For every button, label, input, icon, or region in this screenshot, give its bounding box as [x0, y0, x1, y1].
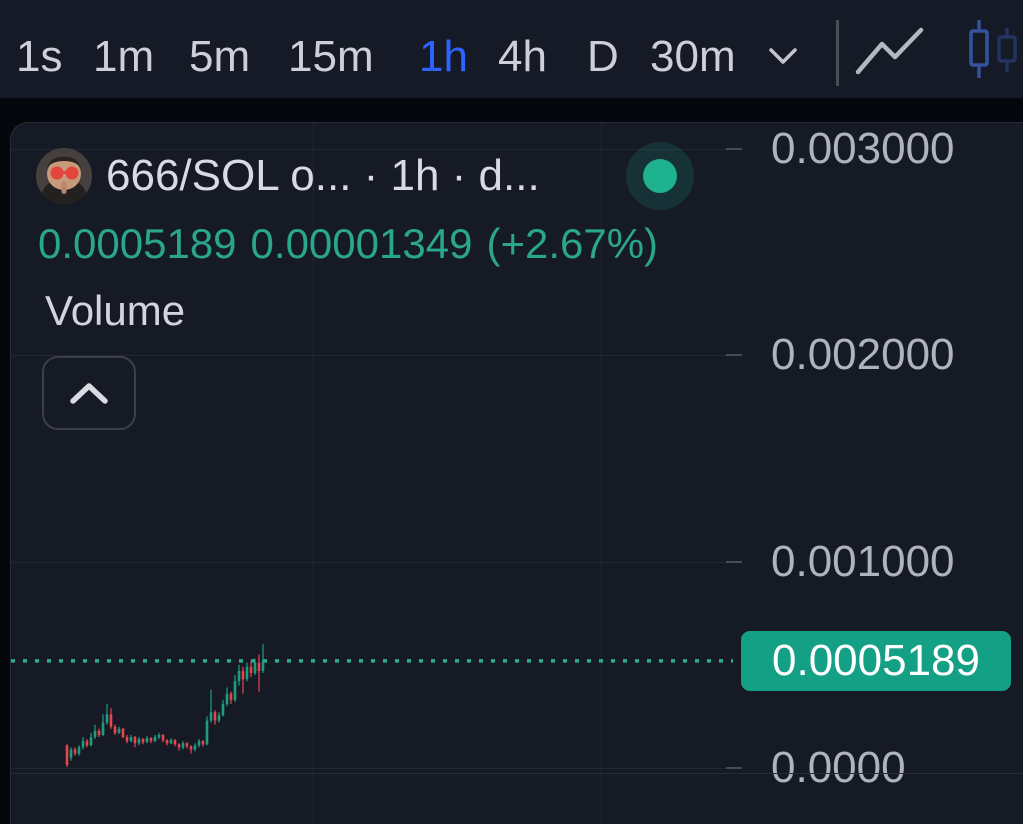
expand-pane-button[interactable]: [42, 356, 136, 430]
timeframe-30m[interactable]: 30m: [650, 32, 736, 81]
timeframe-5m[interactable]: 5m: [189, 32, 251, 81]
timeframe-1m[interactable]: 1m: [93, 32, 155, 81]
last-price-badge: 0.0005189: [741, 631, 1011, 691]
toolbar-divider: [836, 20, 839, 86]
axis-tick: [726, 767, 742, 769]
price-change-pct: (+2.67%): [486, 220, 659, 267]
price-row: 0.0005189 0.00001349 (+2.67%): [38, 219, 658, 269]
horizontal-gridline: [11, 768, 742, 769]
chevron-up-icon: [70, 383, 108, 404]
axis-tick: [726, 561, 742, 563]
timeframe-1s[interactable]: 1s: [16, 32, 63, 81]
price-axis-label: 0.002000: [771, 330, 955, 379]
chevron-down-icon[interactable]: [768, 47, 798, 65]
vertical-gridline: [313, 123, 314, 824]
timeframe-d[interactable]: D: [587, 32, 619, 81]
price-axis-label: 0.003000: [771, 124, 955, 173]
symbol-title[interactable]: 666/SOL o... · 1h · d...: [106, 151, 540, 200]
axis-tick: [726, 148, 742, 150]
candlestick-chart[interactable]: [11, 123, 1023, 824]
horizontal-gridline: [11, 562, 742, 563]
candlestick-icon[interactable]: [965, 18, 1023, 84]
timeframe-toolbar: 1s 1m 5m 15m 1h 4h D 30m: [0, 0, 1023, 98]
horizontal-gridline: [11, 355, 742, 356]
axis-tick: [726, 354, 742, 356]
timeframe-4h[interactable]: 4h: [498, 32, 547, 81]
last-price: 0.0005189: [38, 220, 237, 267]
market-status-halo: [626, 142, 694, 210]
price-axis-label: 0.001000: [771, 537, 955, 586]
pane-separator[interactable]: [11, 773, 1023, 774]
chart-panel: 666/SOL o... · 1h · d... 0.0005189 0.000…: [10, 122, 1023, 824]
volume-indicator-label[interactable]: Volume: [45, 287, 186, 334]
avatar: [36, 148, 92, 204]
price-change-abs: 0.00001349: [250, 220, 473, 267]
line-chart-icon[interactable]: [853, 26, 925, 76]
timeframe-15m[interactable]: 15m: [288, 32, 374, 81]
timeframe-1h[interactable]: 1h: [419, 32, 468, 81]
vertical-gridline: [601, 123, 602, 824]
horizontal-gridline: [11, 149, 742, 150]
price-axis-label: 0.0000: [771, 743, 906, 792]
market-status-dot[interactable]: [643, 159, 677, 193]
